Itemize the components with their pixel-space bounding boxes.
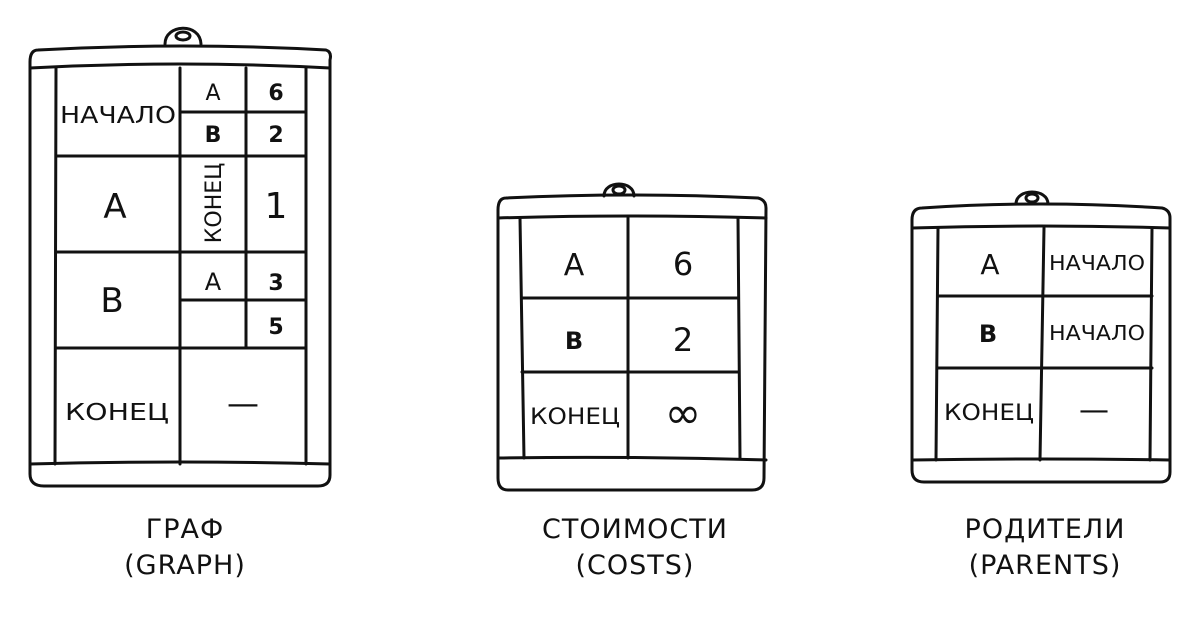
costs-value-end: ∞ (665, 388, 702, 439)
parents-value-end: — (1079, 393, 1109, 428)
graph-start-neighbor-a: A (205, 81, 220, 106)
parents-caption-en: (PARENTS) (968, 550, 1122, 581)
costs-table (496, 182, 768, 492)
graph-a-weight-end: 1 (265, 186, 288, 227)
graph-table (28, 26, 332, 488)
graph-caption: ГРАФ (GRAPH) (60, 512, 310, 584)
parents-value-b: НАЧАЛО (1049, 321, 1145, 345)
costs-value-b: 2 (673, 321, 693, 359)
graph-row-start-label: НАЧАЛО (60, 103, 176, 129)
graph-row-end-label: КОНЕЦ (65, 400, 169, 426)
graph-start-weight-b: 2 (268, 123, 283, 148)
graph-b-weight-a: 3 (268, 271, 283, 296)
graph-caption-en: (GRAPH) (124, 550, 246, 581)
parents-key-end: КОНЕЦ (944, 401, 1034, 426)
graph-a-neighbor-end: КОНЕЦ (202, 163, 227, 243)
costs-value-a: 6 (673, 245, 693, 283)
costs-caption: СТОИМОСТИ (COSTS) (505, 512, 765, 584)
graph-b-weight-2: 5 (268, 315, 283, 340)
costs-caption-en: (COSTS) (575, 550, 695, 581)
graph-start-neighbor-b: B (205, 123, 222, 148)
graph-row-b-label: B (100, 281, 123, 321)
parents-value-a: НАЧАЛО (1049, 251, 1145, 275)
parents-caption: РОДИТЕЛИ (PARENTS) (915, 512, 1175, 584)
costs-key-a: A (564, 248, 585, 283)
graph-end-empty: — (227, 384, 259, 422)
parents-key-a: A (980, 248, 999, 281)
parents-key-b: B (979, 320, 997, 348)
costs-caption-ru: СТОИМОСТИ (542, 514, 728, 545)
graph-start-weight-a: 6 (268, 81, 283, 106)
costs-key-end: КОНЕЦ (530, 405, 620, 430)
graph-row-a-label: A (103, 187, 126, 227)
costs-key-b: B (565, 327, 583, 355)
parents-table (910, 190, 1172, 484)
graph-caption-ru: ГРАФ (145, 514, 225, 545)
parents-caption-ru: РОДИТЕЛИ (964, 514, 1126, 545)
graph-b-neighbor-a: A (205, 268, 222, 296)
